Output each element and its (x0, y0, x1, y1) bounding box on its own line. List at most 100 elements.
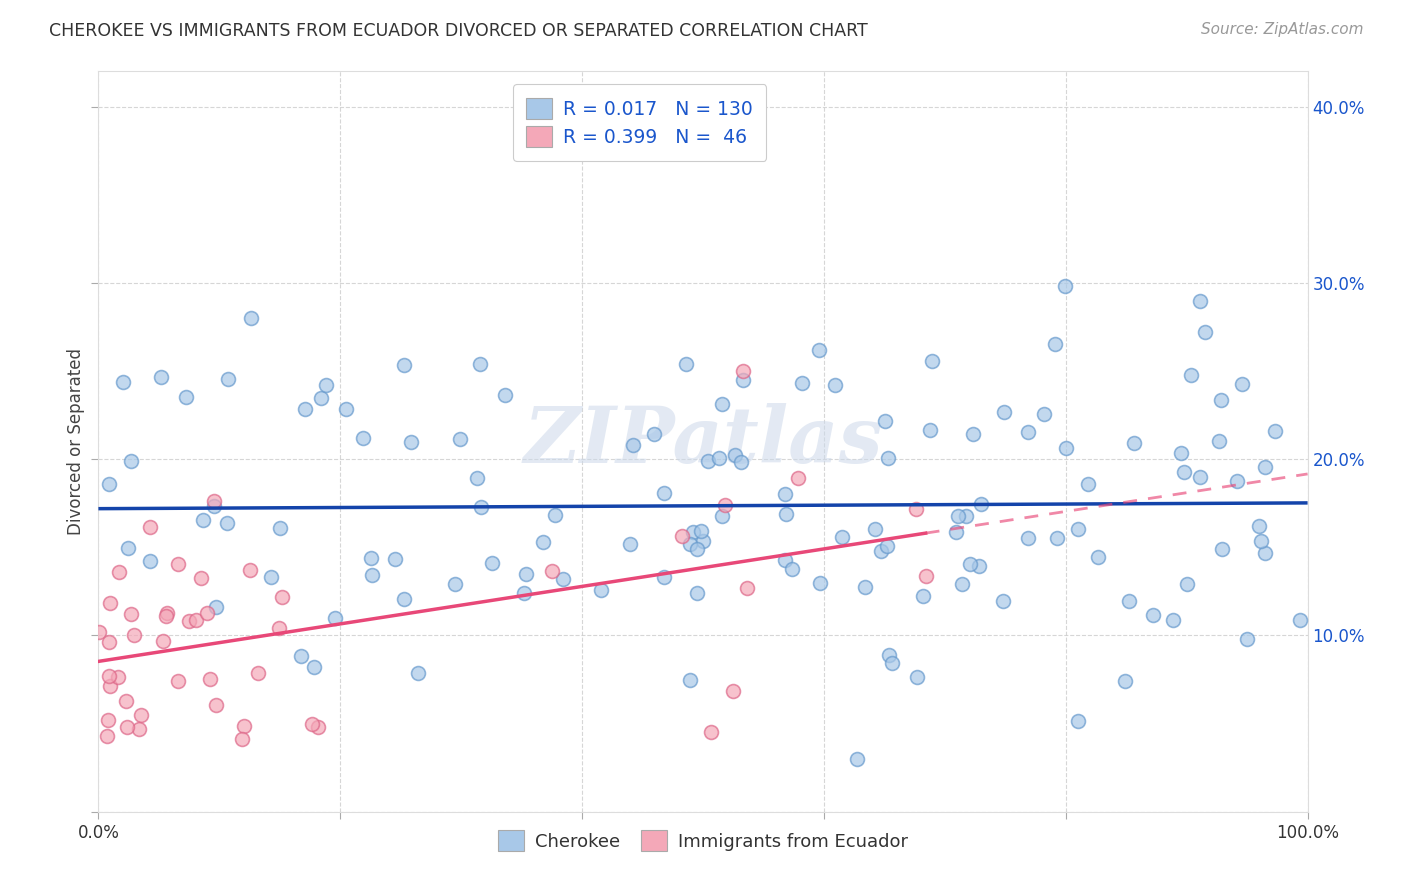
Point (1170, 445, 1192, 459)
Point (323, 610, 346, 624)
Point (271, 590, 294, 604)
Point (807, 343, 830, 357)
Point (737, 581, 759, 595)
Point (991, 594, 1014, 608)
Point (959, 557, 981, 571)
Point (955, 508, 977, 523)
Point (875, 414, 897, 428)
Point (239, 563, 262, 577)
Point (686, 586, 709, 600)
Point (948, 508, 970, 523)
Point (108, 565, 131, 579)
Point (120, 607, 142, 621)
Point (1017, 531, 1039, 545)
Point (1077, 477, 1099, 491)
Point (589, 583, 612, 598)
Point (786, 471, 808, 485)
Point (692, 534, 714, 549)
Point (115, 720, 138, 734)
Point (97, 669, 120, 683)
Point (967, 558, 990, 573)
Point (184, 613, 207, 627)
Point (1189, 294, 1212, 309)
Point (190, 571, 212, 585)
Point (700, 725, 723, 739)
Point (361, 568, 384, 582)
Point (1067, 522, 1090, 536)
Point (773, 487, 796, 501)
Point (721, 684, 744, 698)
Point (1066, 714, 1088, 728)
Point (512, 586, 534, 600)
Point (1161, 613, 1184, 627)
Point (682, 525, 704, 540)
Point (191, 512, 214, 526)
Point (1046, 532, 1069, 546)
Point (217, 372, 239, 386)
Point (1253, 546, 1275, 560)
Point (945, 524, 967, 539)
Point (1054, 442, 1077, 456)
Point (290, 648, 312, 663)
Point (707, 450, 730, 465)
Point (152, 634, 174, 648)
Point (267, 621, 290, 635)
Point (679, 536, 702, 550)
Point (780, 562, 803, 576)
Point (831, 530, 853, 544)
Point (98, 679, 121, 693)
Point (202, 494, 225, 508)
Point (877, 451, 900, 466)
Point (1175, 577, 1198, 591)
Point (174, 390, 197, 404)
Point (406, 665, 429, 680)
Point (870, 543, 893, 558)
Point (481, 556, 503, 570)
Point (1208, 434, 1230, 449)
Point (876, 539, 898, 553)
Point (494, 387, 516, 401)
Point (392, 591, 415, 606)
Point (950, 576, 973, 591)
Point (139, 520, 162, 534)
Point (904, 502, 927, 516)
Point (652, 486, 675, 500)
Point (97, 476, 120, 491)
Point (1226, 474, 1249, 488)
Point (117, 541, 139, 555)
Point (96, 729, 118, 743)
Point (392, 359, 415, 373)
Point (179, 614, 201, 628)
Point (845, 752, 868, 766)
Point (122, 628, 145, 642)
Point (912, 589, 935, 603)
Point (551, 572, 574, 586)
Point (443, 577, 465, 591)
Point (711, 509, 734, 524)
Point (269, 521, 291, 535)
Point (711, 397, 734, 411)
Point (139, 554, 162, 568)
Point (714, 498, 737, 512)
Point (167, 674, 190, 689)
Point (690, 524, 713, 539)
Point (128, 722, 150, 736)
Point (1054, 279, 1077, 293)
Point (730, 455, 752, 469)
Point (205, 698, 228, 712)
Point (1043, 336, 1066, 351)
Point (98, 596, 121, 610)
Point (1247, 519, 1270, 533)
Point (1250, 533, 1272, 548)
Point (167, 558, 190, 572)
Point (156, 606, 179, 620)
Point (1230, 377, 1253, 392)
Point (1017, 425, 1039, 440)
Point (205, 599, 228, 614)
Point (399, 435, 422, 450)
Point (217, 516, 239, 531)
Point (1188, 470, 1211, 484)
Text: Source: ZipAtlas.com: Source: ZipAtlas.com (1201, 22, 1364, 37)
Point (315, 378, 337, 392)
Point (465, 471, 488, 485)
